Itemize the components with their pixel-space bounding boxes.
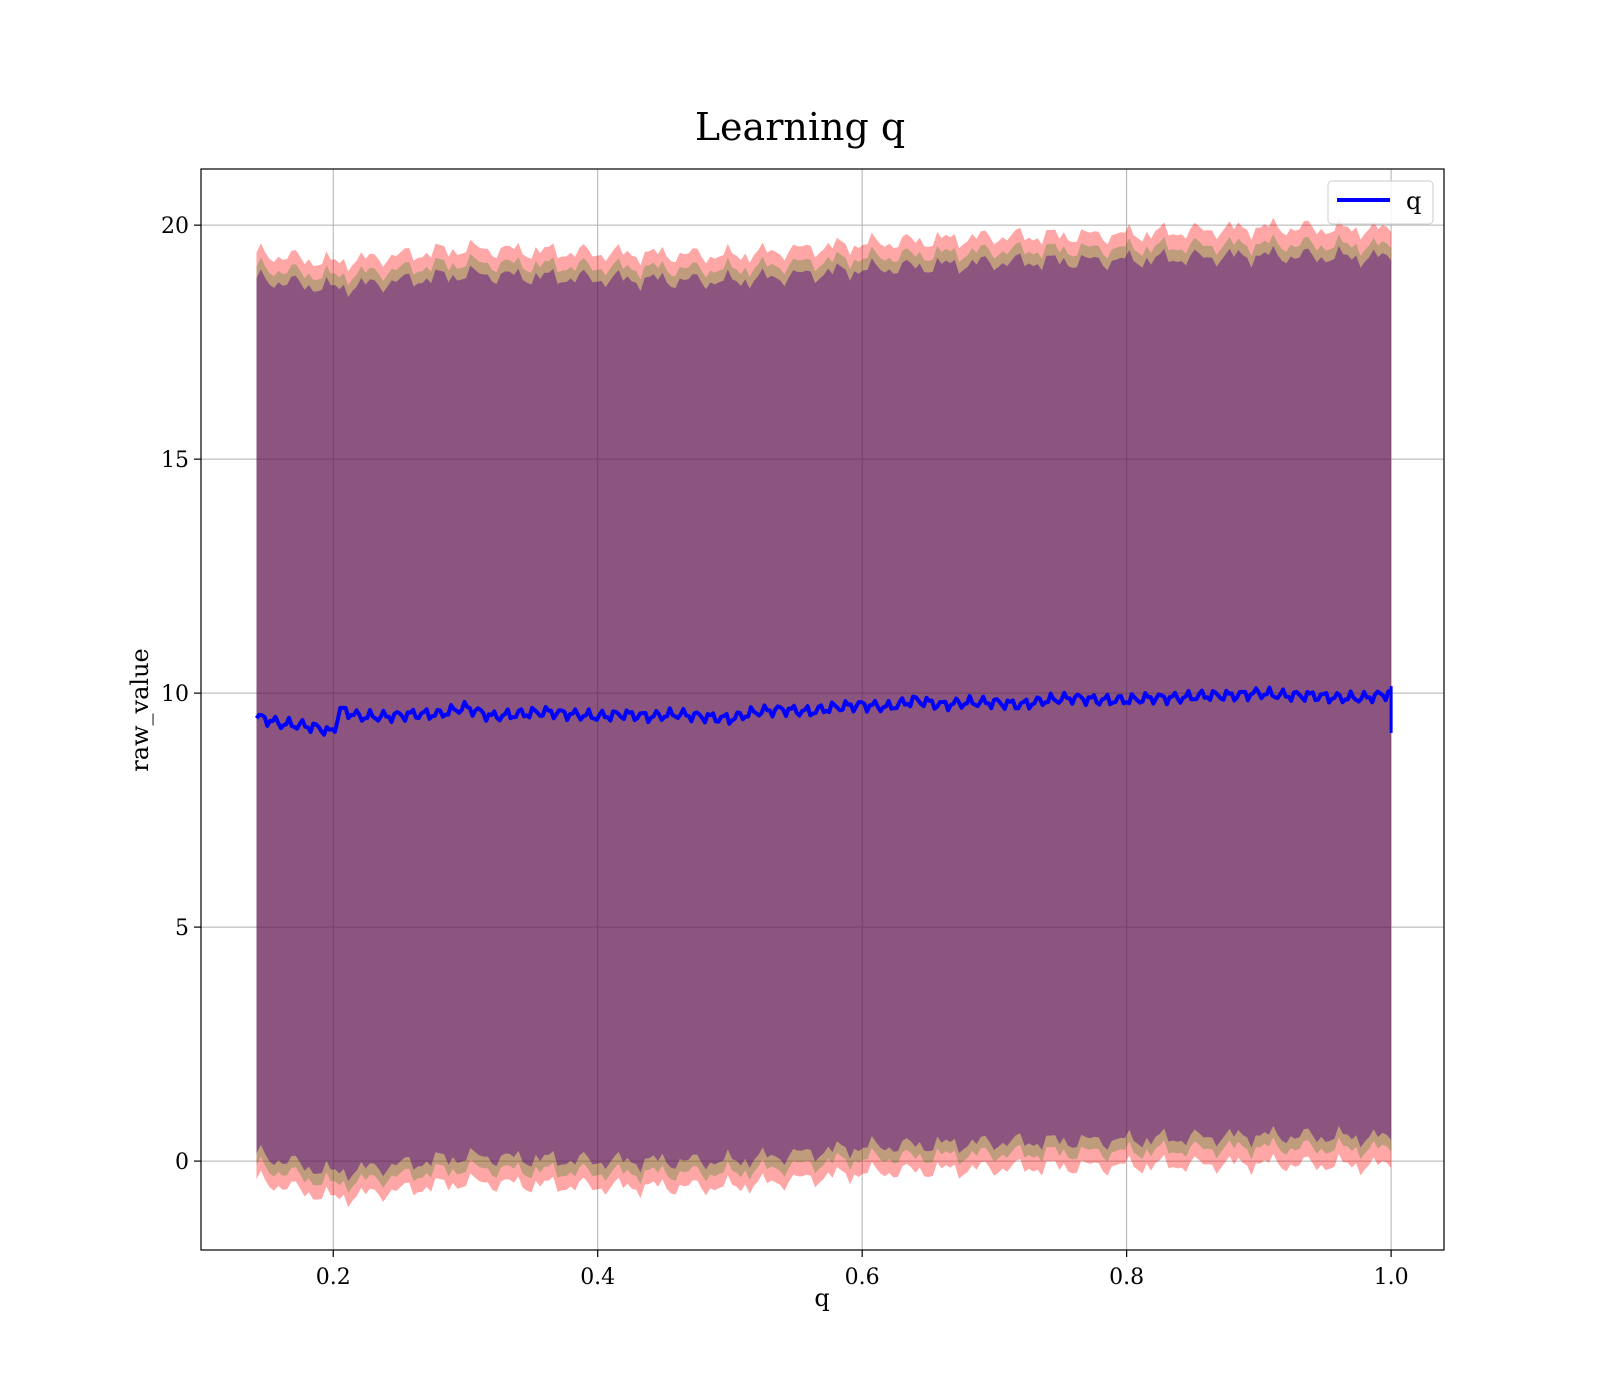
y-ticks: 0 5 10 15 20: [161, 214, 201, 1175]
legend-box: [1327, 180, 1434, 225]
series-line-q: [254, 685, 1392, 737]
series-lines: [254, 685, 1393, 737]
x-tick-label-1: 0.4: [580, 1265, 615, 1290]
y-tick-label-0: 0: [175, 1150, 189, 1175]
plot-frame: [200, 168, 1445, 1251]
y-axis-label: raw_value: [126, 648, 154, 772]
x-tick-label-0: 0.2: [316, 1265, 351, 1290]
legend: q: [1327, 180, 1434, 225]
x-axis-label: q: [814, 1284, 829, 1312]
y-tick-label-4: 20: [161, 214, 189, 239]
x-ticks: 0.2 0.4 0.6 0.8 1.0: [316, 1250, 1409, 1290]
x-tick-label-4: 1.0: [1374, 1265, 1409, 1290]
x-tick-label-3: 0.8: [1109, 1265, 1144, 1290]
legend-label-q: q: [1406, 187, 1421, 215]
chart-title: Learning q: [695, 105, 905, 149]
x-tick-label-2: 0.6: [845, 1265, 880, 1290]
y-tick-label-3: 15: [161, 448, 189, 473]
y-tick-label-2: 10: [161, 682, 189, 707]
y-tick-label-1: 5: [175, 916, 189, 941]
